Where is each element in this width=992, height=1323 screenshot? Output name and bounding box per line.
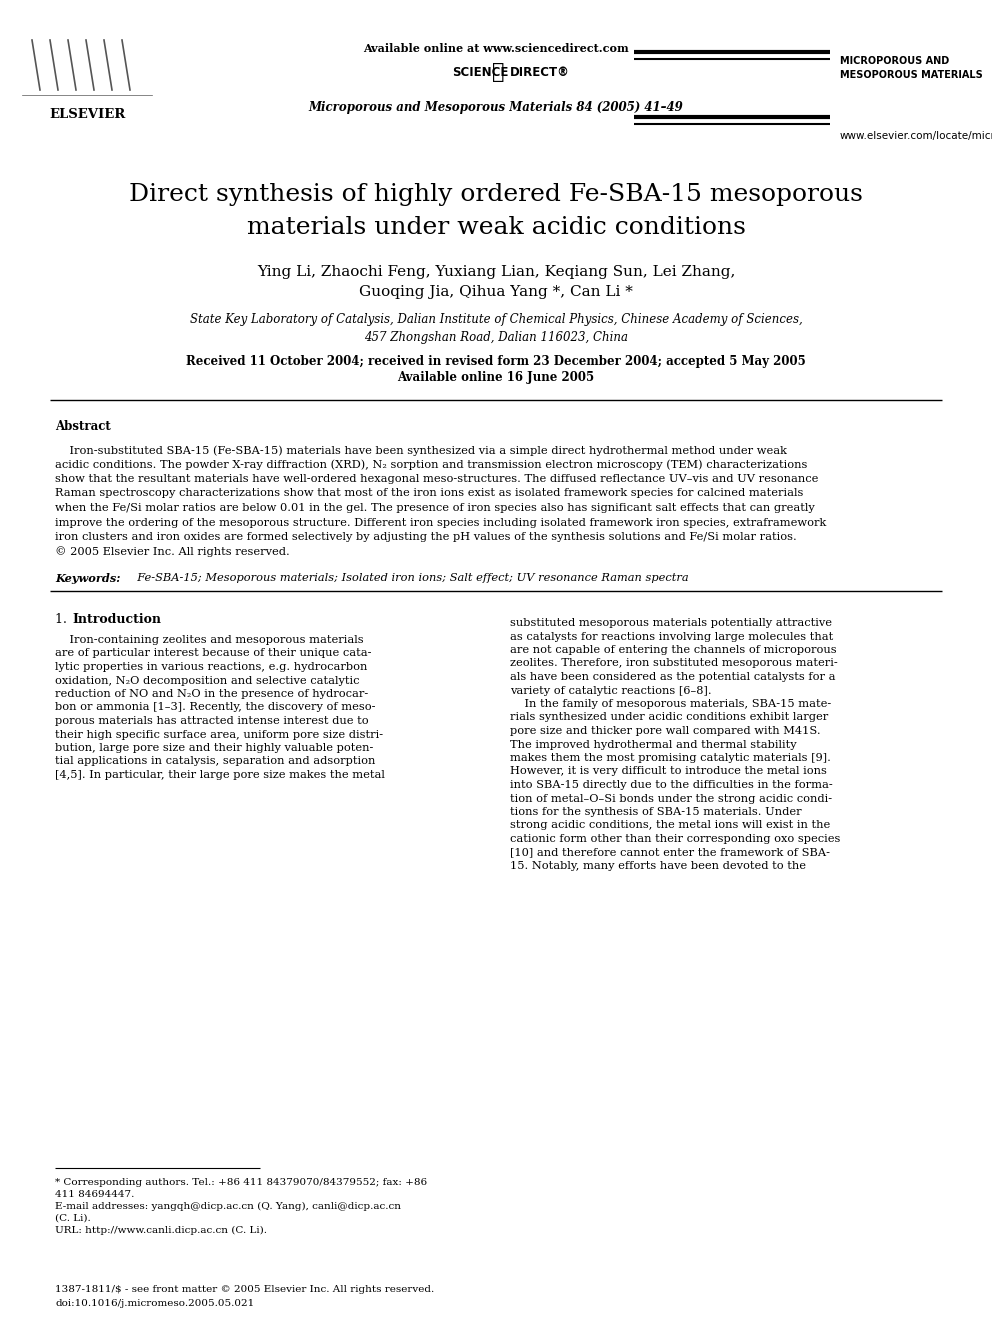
Text: tial applications in catalysis, separation and adsorption: tial applications in catalysis, separati… xyxy=(55,757,375,766)
Text: Available online at www.sciencedirect.com: Available online at www.sciencedirect.co… xyxy=(363,42,629,53)
Text: URL: http://www.canli.dicp.ac.cn (C. Li).: URL: http://www.canli.dicp.ac.cn (C. Li)… xyxy=(55,1226,267,1236)
Text: strong acidic conditions, the metal ions will exist in the: strong acidic conditions, the metal ions… xyxy=(510,820,830,831)
Text: doi:10.1016/j.micromeso.2005.05.021: doi:10.1016/j.micromeso.2005.05.021 xyxy=(55,1299,254,1308)
Text: The improved hydrothermal and thermal stability: The improved hydrothermal and thermal st… xyxy=(510,740,797,750)
Text: porous materials has attracted intense interest due to: porous materials has attracted intense i… xyxy=(55,716,369,726)
Text: improve the ordering of the mesoporous structure. Different iron species includi: improve the ordering of the mesoporous s… xyxy=(55,517,826,528)
Text: Received 11 October 2004; received in revised form 23 December 2004; accepted 5 : Received 11 October 2004; received in re… xyxy=(186,356,806,369)
Text: as catalysts for reactions involving large molecules that: as catalysts for reactions involving lar… xyxy=(510,631,833,642)
Text: ⓓ: ⓓ xyxy=(492,62,504,82)
Text: [10] and therefore cannot enter the framework of SBA-: [10] and therefore cannot enter the fram… xyxy=(510,848,830,857)
Text: into SBA-15 directly due to the difficulties in the forma-: into SBA-15 directly due to the difficul… xyxy=(510,781,832,790)
Text: tion of metal–O–Si bonds under the strong acidic condi-: tion of metal–O–Si bonds under the stron… xyxy=(510,794,832,803)
Text: Abstract: Abstract xyxy=(55,419,111,433)
Text: zeolites. Therefore, iron substituted mesoporous materi-: zeolites. Therefore, iron substituted me… xyxy=(510,659,838,668)
Text: 1.: 1. xyxy=(55,613,70,626)
Text: © 2005 Elsevier Inc. All rights reserved.: © 2005 Elsevier Inc. All rights reserved… xyxy=(55,546,290,557)
Text: Raman spectroscopy characterizations show that most of the iron ions exist as is: Raman spectroscopy characterizations sho… xyxy=(55,488,804,499)
Text: [4,5]. In particular, their large pore size makes the metal: [4,5]. In particular, their large pore s… xyxy=(55,770,385,781)
Text: bution, large pore size and their highly valuable poten-: bution, large pore size and their highly… xyxy=(55,744,373,753)
Text: Direct synthesis of highly ordered Fe-SBA-15 mesoporous: Direct synthesis of highly ordered Fe-SB… xyxy=(129,184,863,206)
Text: However, it is very difficult to introduce the metal ions: However, it is very difficult to introdu… xyxy=(510,766,827,777)
Text: E-mail addresses: yangqh@dicp.ac.cn (Q. Yang), canli@dicp.ac.cn: E-mail addresses: yangqh@dicp.ac.cn (Q. … xyxy=(55,1203,401,1211)
Text: acidic conditions. The powder X-ray diffraction (XRD), N₂ sorption and transmiss: acidic conditions. The powder X-ray diff… xyxy=(55,459,807,470)
Text: cationic form other than their corresponding oxo species: cationic form other than their correspon… xyxy=(510,833,840,844)
Text: Guoqing Jia, Qihua Yang *, Can Li *: Guoqing Jia, Qihua Yang *, Can Li * xyxy=(359,284,633,299)
Text: rials synthesized under acidic conditions exhibit larger: rials synthesized under acidic condition… xyxy=(510,713,828,722)
Text: tions for the synthesis of SBA-15 materials. Under: tions for the synthesis of SBA-15 materi… xyxy=(510,807,802,818)
Text: als have been considered as the potential catalysts for a: als have been considered as the potentia… xyxy=(510,672,835,681)
Text: 15. Notably, many efforts have been devoted to the: 15. Notably, many efforts have been devo… xyxy=(510,861,806,871)
Text: 457 Zhongshan Road, Dalian 116023, China: 457 Zhongshan Road, Dalian 116023, China xyxy=(364,331,628,344)
Text: 411 84694447.: 411 84694447. xyxy=(55,1189,134,1199)
Text: Iron-substituted SBA-15 (Fe-SBA-15) materials have been synthesized via a simple: Iron-substituted SBA-15 (Fe-SBA-15) mate… xyxy=(55,445,787,455)
Text: materials under weak acidic conditions: materials under weak acidic conditions xyxy=(247,217,745,239)
Text: ELSEVIER: ELSEVIER xyxy=(49,107,125,120)
Text: State Key Laboratory of Catalysis, Dalian Institute of Chemical Physics, Chinese: State Key Laboratory of Catalysis, Dalia… xyxy=(189,314,803,327)
Text: makes them the most promising catalytic materials [9].: makes them the most promising catalytic … xyxy=(510,753,831,763)
Text: (C. Li).: (C. Li). xyxy=(55,1215,90,1222)
Text: oxidation, N₂O decomposition and selective catalytic: oxidation, N₂O decomposition and selecti… xyxy=(55,676,359,685)
Text: In the family of mesoporous materials, SBA-15 mate-: In the family of mesoporous materials, S… xyxy=(510,699,831,709)
Text: Available online 16 June 2005: Available online 16 June 2005 xyxy=(398,372,594,385)
Text: substituted mesoporous materials potentially attractive: substituted mesoporous materials potenti… xyxy=(510,618,832,628)
Text: Fe-SBA-15; Mesoporous materials; Isolated iron ions; Salt effect; UV resonance R: Fe-SBA-15; Mesoporous materials; Isolate… xyxy=(130,573,688,583)
Text: www.elsevier.com/locate/micromeso: www.elsevier.com/locate/micromeso xyxy=(840,131,992,142)
Text: SCIENCE: SCIENCE xyxy=(452,66,508,79)
Text: when the Fe/Si molar ratios are below 0.01 in the gel. The presence of iron spec: when the Fe/Si molar ratios are below 0.… xyxy=(55,503,814,513)
Text: lytic properties in various reactions, e.g. hydrocarbon: lytic properties in various reactions, e… xyxy=(55,662,367,672)
Text: show that the resultant materials have well-ordered hexagonal meso-structures. T: show that the resultant materials have w… xyxy=(55,474,818,484)
Text: are not capable of entering the channels of microporous: are not capable of entering the channels… xyxy=(510,646,836,655)
Text: Iron-containing zeolites and mesoporous materials: Iron-containing zeolites and mesoporous … xyxy=(55,635,364,646)
Text: MICROPOROUS AND
MESOPOROUS MATERIALS: MICROPOROUS AND MESOPOROUS MATERIALS xyxy=(840,56,983,79)
Text: Introduction: Introduction xyxy=(72,613,161,626)
Text: DIRECT®: DIRECT® xyxy=(510,66,569,79)
Text: Microporous and Mesoporous Materials 84 (2005) 41–49: Microporous and Mesoporous Materials 84 … xyxy=(309,101,683,114)
Text: Keywords:: Keywords: xyxy=(55,573,120,583)
Text: pore size and thicker pore wall compared with M41S.: pore size and thicker pore wall compared… xyxy=(510,726,820,736)
Text: variety of catalytic reactions [6–8].: variety of catalytic reactions [6–8]. xyxy=(510,685,711,696)
Text: reduction of NO and N₂O in the presence of hydrocar-: reduction of NO and N₂O in the presence … xyxy=(55,689,368,699)
Text: iron clusters and iron oxides are formed selectively by adjusting the pH values : iron clusters and iron oxides are formed… xyxy=(55,532,797,542)
Text: 1387-1811/$ - see front matter © 2005 Elsevier Inc. All rights reserved.: 1387-1811/$ - see front matter © 2005 El… xyxy=(55,1285,434,1294)
Text: Ying Li, Zhaochi Feng, Yuxiang Lian, Keqiang Sun, Lei Zhang,: Ying Li, Zhaochi Feng, Yuxiang Lian, Keq… xyxy=(257,265,735,279)
Text: their high specific surface area, uniform pore size distri-: their high specific surface area, unifor… xyxy=(55,729,383,740)
Text: * Corresponding authors. Tel.: +86 411 84379070/84379552; fax: +86: * Corresponding authors. Tel.: +86 411 8… xyxy=(55,1177,428,1187)
Text: bon or ammonia [1–3]. Recently, the discovery of meso-: bon or ammonia [1–3]. Recently, the disc… xyxy=(55,703,376,713)
Text: are of particular interest because of their unique cata-: are of particular interest because of th… xyxy=(55,648,371,659)
